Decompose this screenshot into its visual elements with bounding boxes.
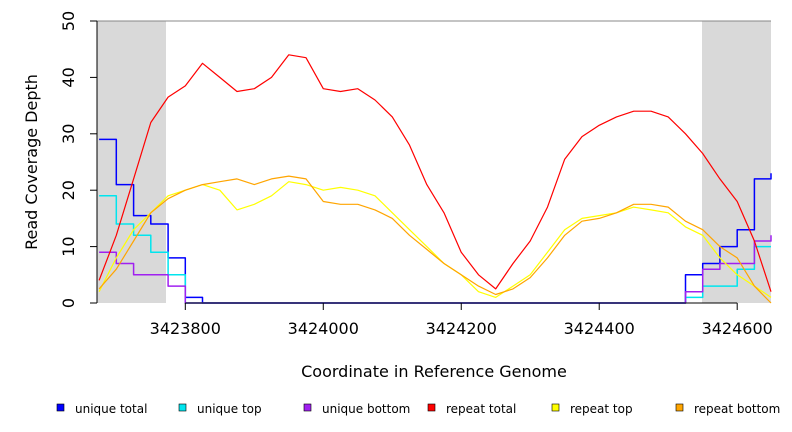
legend-swatch (551, 403, 560, 412)
y-tick-label: 40 (59, 67, 78, 87)
x-tick-label: 3424200 (426, 319, 497, 338)
legend-swatch (427, 403, 436, 412)
legend-swatch (303, 403, 312, 412)
x-axis: 3423800 3424000 3424200 3424400 3424600 (150, 302, 773, 338)
x-tick-label: 3424400 (564, 319, 635, 338)
y-tick-label: 20 (59, 180, 78, 200)
legend-label: unique top (197, 402, 262, 416)
shaded-regions (97, 21, 771, 303)
x-tick-label: 3423800 (150, 319, 221, 338)
series-lines (98, 54, 772, 304)
x-tick-label: 3424600 (702, 319, 773, 338)
series-line-unique-bottom (99, 235, 772, 304)
y-tick-label: 0 (59, 298, 78, 308)
y-tick-label: 10 (59, 236, 78, 256)
legend-swatch (178, 403, 187, 412)
series-line-unique-top (99, 195, 771, 304)
series-line-repeat-total (98, 54, 772, 292)
series-line-repeat-top (98, 181, 772, 298)
y-tick-label: 30 (59, 124, 78, 144)
series-line-repeat-bottom (98, 175, 772, 304)
legend-label: repeat bottom (694, 402, 780, 416)
x-axis-title: Coordinate in Reference Genome (301, 362, 567, 381)
series-line-unique-total (99, 138, 772, 304)
legend-swatch (675, 403, 684, 412)
legend: unique total unique top unique bottom repea… (56, 402, 780, 416)
legend-label: repeat total (446, 402, 516, 416)
legend-label: unique total (75, 402, 147, 416)
shaded-region-0 (97, 21, 166, 303)
legend-label: unique bottom (322, 402, 410, 416)
x-tick-label: 3424000 (288, 319, 359, 338)
y-axis: 0 10 20 30 40 50 (59, 11, 98, 308)
legend-swatch (56, 403, 65, 412)
legend-label: repeat top (570, 402, 633, 416)
y-tick-label: 50 (59, 11, 78, 31)
y-axis-title: Read Coverage Depth (22, 74, 41, 250)
